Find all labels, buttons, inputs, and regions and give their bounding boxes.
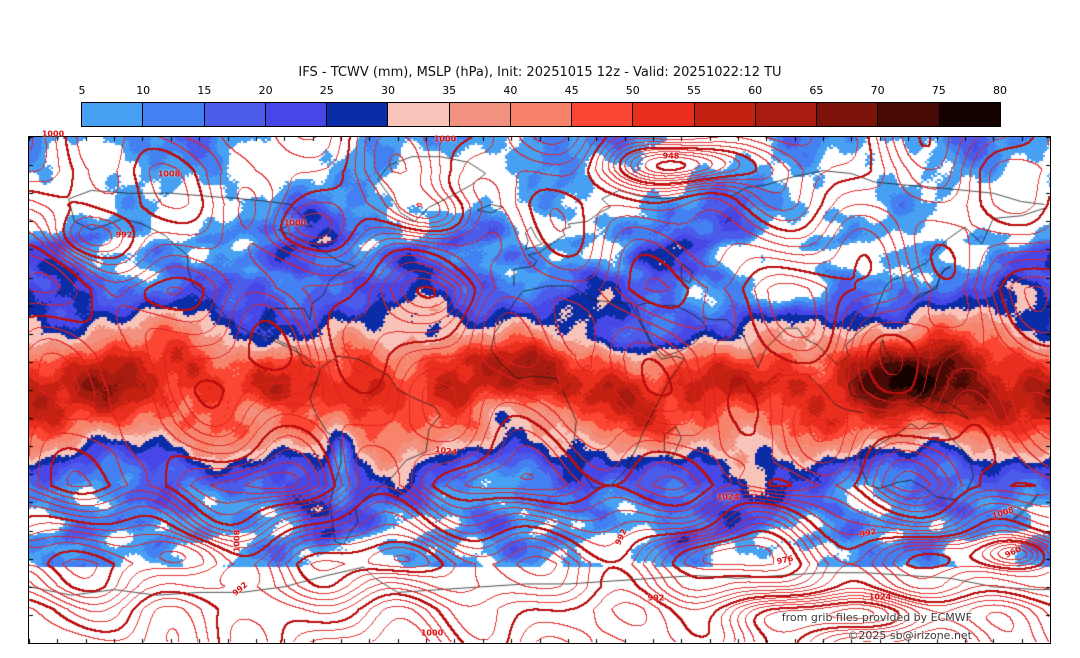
colorbar-tick-label: 80 xyxy=(993,84,1007,97)
colorbar-segment xyxy=(387,103,449,126)
colorbar-segment xyxy=(82,103,143,126)
isobar-label: 1024 xyxy=(868,592,892,602)
isobar-label: 992 xyxy=(115,230,133,240)
colorbar-tick-label: 35 xyxy=(442,84,457,97)
colorbar-segment xyxy=(693,103,755,126)
colorbar-tick-label: 55 xyxy=(687,84,701,97)
colorbar-tick-label: 70 xyxy=(870,84,885,97)
colorbar-segment xyxy=(142,103,204,126)
colorbar-tick-label: 30 xyxy=(381,84,395,97)
colorbar-tick-label: 50 xyxy=(625,84,640,97)
colorbar-tick-label: 60 xyxy=(748,84,763,97)
colorbar-segment xyxy=(448,103,510,126)
isobar-label: 992 xyxy=(647,593,665,603)
isobar-label: 1000 xyxy=(420,628,444,638)
colorbar-segment xyxy=(632,103,694,126)
isobar-label: 1000 xyxy=(433,134,457,144)
colorbar-tick-label: 25 xyxy=(319,84,334,97)
colorbar-segment xyxy=(509,103,572,126)
colorbar-tick-label: 20 xyxy=(258,84,273,97)
colorbar-tick-label: 75 xyxy=(931,84,946,97)
colorbar-tick-label: 5 xyxy=(78,84,86,97)
colorbar-segment xyxy=(816,103,878,126)
isobar-label: 1008 xyxy=(232,529,242,553)
colorbar-segment xyxy=(203,103,265,126)
isobar-label: 1024 xyxy=(716,492,740,502)
isobar-label: 1000 xyxy=(41,129,65,139)
colorbar-segment xyxy=(326,103,388,126)
attribution-copyright: ©2025 sb@irizone.net xyxy=(847,629,972,642)
colorbar-tick-label: 40 xyxy=(503,84,518,97)
colorbar-segment xyxy=(264,103,327,126)
tcwv-mslp-map-canvas xyxy=(29,137,1050,643)
colorbar-tick-label: 45 xyxy=(564,84,579,97)
colorbar xyxy=(81,102,1001,127)
colorbar-segment xyxy=(938,103,1000,126)
isobar-label: 1008 xyxy=(157,169,181,179)
map-frame xyxy=(28,136,1051,644)
colorbar-segment xyxy=(877,103,939,126)
colorbar-segment xyxy=(571,103,633,126)
isobar-label: 948 xyxy=(662,151,680,161)
isobar-label: 1000 xyxy=(283,218,307,228)
chart-title: IFS - TCWV (mm), MSLP (hPa), Init: 20251… xyxy=(298,65,782,80)
colorbar-tick-label: 65 xyxy=(809,84,824,97)
colorbar-tick-label: 10 xyxy=(136,84,151,97)
colorbar-segment xyxy=(754,103,817,126)
colorbar-tick-label: 15 xyxy=(197,84,212,97)
attribution-source: from grib files provided by ECMWF xyxy=(781,611,972,624)
